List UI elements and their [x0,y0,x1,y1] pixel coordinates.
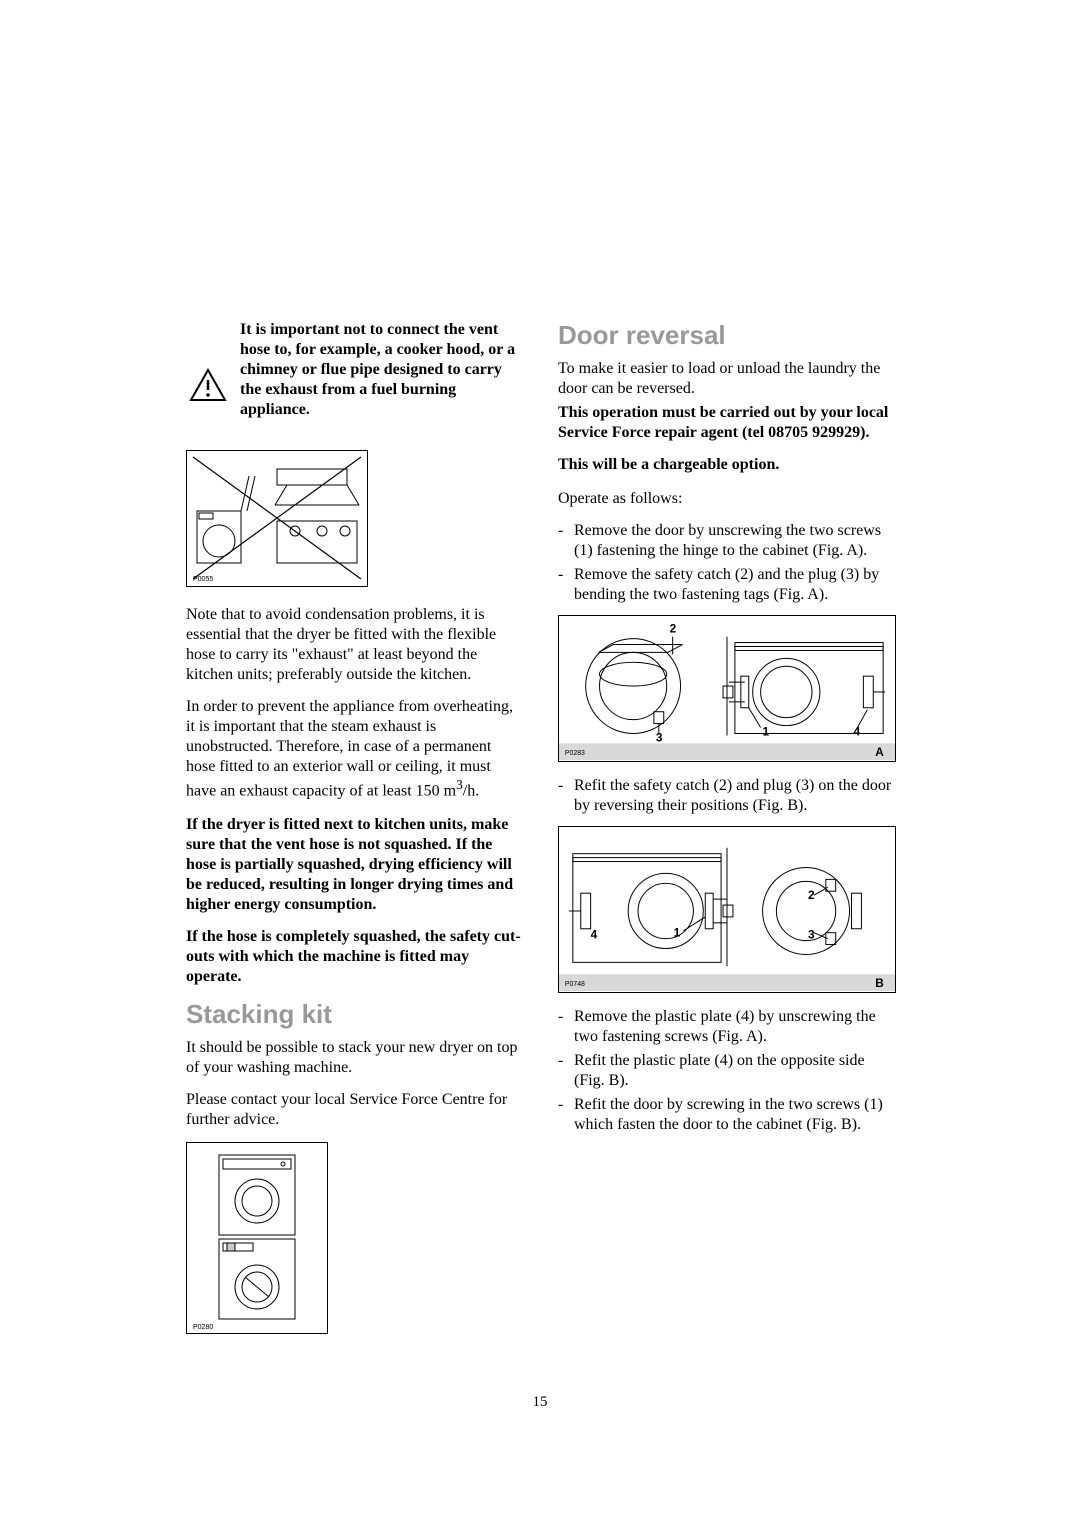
stacking-kit-heading: Stacking kit [186,999,522,1030]
superscript: 3 [456,777,463,792]
paragraph-bold: If the dryer is fitted next to kitchen u… [186,815,522,915]
right-column: Door reversal To make it easier to load … [558,320,894,1334]
steps-list-3: Remove the plastic plate (4) by unscrewi… [558,1007,894,1135]
page: It is important not to connect the vent … [0,0,1080,1394]
list-item: Refit the door by screwing in the two sc… [558,1095,894,1135]
paragraph: Please contact your local Service Force … [186,1090,522,1130]
paragraph-bold: This operation must be carried out by yo… [558,403,894,443]
list-item: Remove the plastic plate (4) by unscrewi… [558,1007,894,1047]
steps-list-1: Remove the door by unscrewing the two sc… [558,521,894,605]
callout-4: 4 [591,928,598,942]
stacking-figure: P0280 [186,1142,328,1334]
warning-text: It is important not to connect the vent … [240,320,522,420]
svg-text:P0280: P0280 [193,1324,213,1331]
callout-2: 2 [670,622,677,636]
fig-letter: A [875,745,884,759]
fig-label: P0055 [193,576,213,583]
callout-3: 3 [808,928,815,942]
steps-list-2: Refit the safety catch (2) and plug (3) … [558,776,894,816]
list-item: Refit the plastic plate (4) on the oppos… [558,1051,894,1091]
list-item: Refit the safety catch (2) and plug (3) … [558,776,894,816]
paragraph: It should be possible to stack your new … [186,1038,522,1078]
left-column: It is important not to connect the vent … [186,320,522,1334]
callout-4: 4 [853,724,860,738]
warning-icon [186,320,230,432]
list-item: Remove the door by unscrewing the two sc… [558,521,894,561]
fig-letter: B [875,976,884,990]
operate-intro: Operate as follows: [558,489,894,509]
paragraph-bold: If the hose is completely squashed, the … [186,927,522,987]
figure-b: 1 4 2 3 P0748 B [558,826,896,993]
text: /h. [463,782,479,799]
page-number: 15 [0,1394,1080,1431]
vent-wrong-figure: P0055 [186,450,368,587]
paragraph: To make it easier to load or unload the … [558,359,894,399]
door-reversal-heading: Door reversal [558,320,894,351]
paragraph-bold: This will be a chargeable option. [558,455,894,475]
fig-corner-label: P0748 [565,981,585,988]
callout-1: 1 [674,926,681,940]
figure-a: 2 3 1 [558,615,896,762]
fig-corner-label: P0283 [565,750,585,757]
paragraph: Note that to avoid condensation problems… [186,605,522,685]
callout-1: 1 [763,724,770,738]
list-item: Remove the safety catch (2) and the plug… [558,565,894,605]
paragraph: In order to prevent the appliance from o… [186,697,522,801]
warning-block: It is important not to connect the vent … [186,320,522,432]
callout-3: 3 [656,730,663,744]
